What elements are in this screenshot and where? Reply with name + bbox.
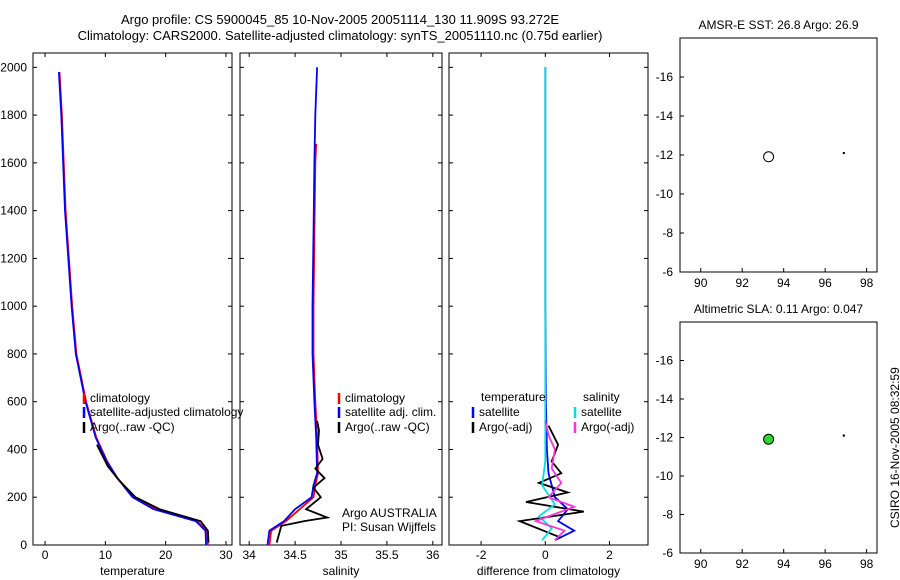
difference-series-group [516, 67, 584, 542]
salinity-legend-argo-label: Argo(..raw -QC) [345, 420, 430, 434]
sst-ytick-label: -8 [662, 226, 673, 240]
temperature-ytick-label: 1400 [0, 204, 27, 218]
title-line-2: Climatology: CARS2000. Satellite-adjuste… [77, 28, 603, 43]
temperature-ytick-label: 600 [7, 395, 27, 409]
difference-legend-temperature-heading: temperature [481, 390, 546, 404]
temperature-xtick-label: 20 [159, 548, 173, 562]
temperature-ytick-label: 1000 [0, 299, 27, 313]
salinity-series-line [266, 67, 319, 545]
sla-xtick-label: 98 [860, 557, 874, 571]
sla-title: Altimetric SLA: 0.11 Argo: 0.047 [694, 302, 864, 316]
salinity-frame [239, 52, 443, 546]
sla-xtick-label: 94 [777, 557, 791, 571]
sla-ytick-label: -16 [656, 354, 674, 368]
sla-nearby-dot [842, 434, 846, 437]
sst-ytick-label: -6 [662, 265, 673, 279]
sst-xtick-label: 96 [818, 276, 832, 290]
sst-ytick-label: -12 [656, 148, 674, 162]
salinity-series-group [266, 67, 331, 545]
difference-series-line [532, 420, 577, 541]
temperature-ytick-label: 2000 [0, 60, 27, 74]
temperature-legend-climatology-label: climatology [90, 391, 150, 405]
sst-xtick-label: 98 [860, 276, 874, 290]
sst-xtick-label: 92 [736, 276, 750, 290]
side-label: CSIRO 16-Nov-2005 08:32:59 [888, 367, 900, 528]
salinity-annotation-institution: Argo AUSTRALIA [342, 506, 437, 520]
difference-legend-sal-argo-label: Argo(-adj) [581, 420, 634, 434]
sst-nearby-dot [842, 151, 846, 155]
sst-xtick-label: 90 [694, 276, 708, 290]
temperature-frame [32, 52, 233, 546]
sla-ytick-label: -14 [656, 392, 674, 406]
difference-legend-salinity-heading: salinity [583, 390, 620, 404]
temperature-xlabel: temperature [100, 564, 165, 578]
sst-ytick-label: -14 [656, 109, 674, 123]
difference-legend-sal-satellite-label: satellite [581, 405, 622, 419]
salinity-xtick-label: 35 [334, 548, 348, 562]
difference-legend-temp-satellite-label: satellite [479, 405, 520, 419]
sla-float-marker [763, 433, 775, 445]
temperature-legend-argo-label: Argo(..raw -QC) [90, 420, 175, 434]
difference-xtick-label: 2 [606, 548, 613, 562]
temperature-xtick-label: 10 [99, 548, 113, 562]
salinity-legend-climatology-label: climatology [345, 391, 405, 405]
sla-ytick-label: -12 [656, 431, 674, 445]
sst-float-marker [763, 151, 775, 163]
sla-ytick-label: -6 [662, 546, 673, 560]
salinity-series-line [275, 420, 331, 543]
difference-xlabel: difference from climatology [477, 564, 620, 578]
temperature-series-line [58, 72, 207, 545]
difference-xtick-label: -2 [476, 548, 487, 562]
temperature-xtick-label: 30 [219, 548, 233, 562]
salinity-annotation-pi: PI: Susan Wijffels [342, 520, 436, 534]
sla-ytick-label: -8 [662, 508, 673, 522]
salinity-xtick-label: 35.5 [375, 548, 399, 562]
sla-xtick-label: 90 [694, 557, 708, 571]
temperature-ytick-label: 200 [7, 490, 27, 504]
salinity-xtick-label: 36 [426, 548, 440, 562]
sst-title: AMSR-E SST: 26.8 Argo: 26.9 [698, 18, 858, 32]
sla-ytick-label: -10 [656, 469, 674, 483]
temperature-ytick-label: 800 [7, 347, 27, 361]
temperature-ytick-label: 1800 [0, 108, 27, 122]
temperature-ytick-label: 400 [7, 442, 27, 456]
salinity-xtick-label: 34.5 [283, 548, 307, 562]
temperature-ytick-label: 0 [20, 538, 27, 552]
salinity-xtick-label: 34 [243, 548, 257, 562]
sla-xtick-label: 92 [736, 557, 750, 571]
sst-ytick-label: -16 [656, 70, 674, 84]
salinity-legend-satellite-label: satellite adj. clim. [345, 405, 436, 419]
sst-xtick-label: 94 [777, 276, 791, 290]
sst-frame [679, 37, 878, 273]
temperature-xtick-label: 0 [42, 548, 49, 562]
sla-frame [679, 321, 878, 554]
temperature-series-line [96, 444, 210, 543]
difference-legend-temp-argo-label: Argo(-adj) [479, 420, 532, 434]
difference-xtick-label: 0 [542, 548, 549, 562]
sst-ytick-label: -10 [656, 187, 674, 201]
salinity-xlabel: salinity [323, 564, 360, 578]
temperature-ytick-label: 1600 [0, 156, 27, 170]
sla-xtick-label: 96 [818, 557, 832, 571]
temperature-series-group [58, 72, 210, 545]
temperature-legend-satellite-label: satellite-adjusted climatology [90, 405, 243, 419]
title-line-1: Argo profile: CS 5900045_85 10-Nov-2005 … [120, 12, 559, 27]
temperature-ytick-label: 1200 [0, 251, 27, 265]
